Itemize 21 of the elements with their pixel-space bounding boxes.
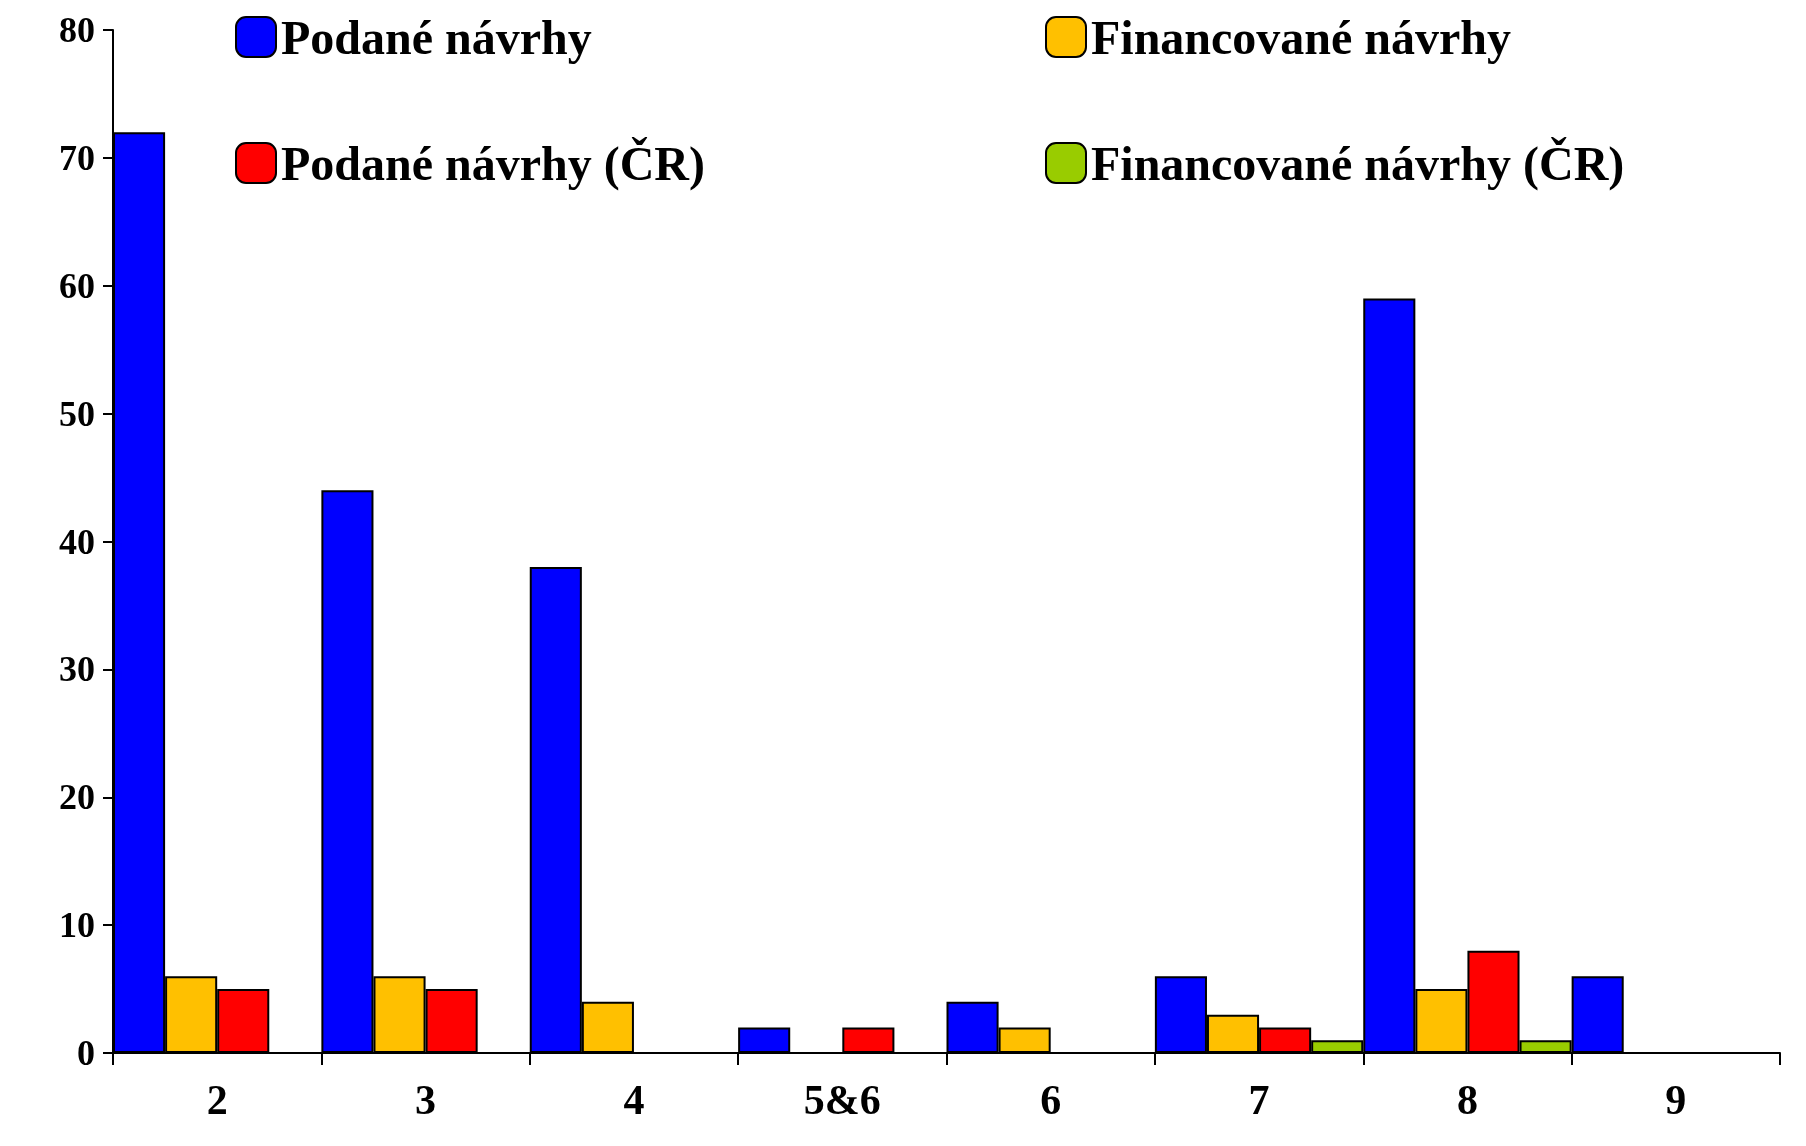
x-tick-label: 6 (1040, 1077, 1062, 1123)
x-tick-label: 4 (623, 1077, 645, 1123)
x-tick-label: 7 (1248, 1077, 1270, 1123)
x-tick-label: 3 (415, 1077, 437, 1123)
legend-label: Financované návrhy (1091, 10, 1512, 64)
legend-label: Podané návrhy (ČR) (281, 136, 706, 191)
y-tick-label: 10 (59, 905, 95, 946)
legend-label: Podané návrhy (281, 10, 592, 64)
y-tick-label: 20 (59, 777, 95, 818)
y-tick-label: 30 (59, 649, 95, 690)
y-tick-label: 70 (59, 137, 95, 178)
y-tick-label: 0 (77, 1033, 95, 1073)
x-tick-label: 2 (206, 1077, 228, 1123)
x-tick-label: 5&6 (803, 1077, 881, 1123)
legend-label: Financované návrhy (ČR) (1091, 136, 1625, 191)
y-tick-label: 40 (59, 521, 95, 562)
x-tick-label: 8 (1456, 1077, 1478, 1123)
y-tick-label: 80 (59, 10, 95, 50)
y-tick-label: 60 (59, 265, 95, 306)
x-tick-label: 9 (1665, 1077, 1687, 1123)
y-tick-label: 50 (59, 393, 95, 434)
